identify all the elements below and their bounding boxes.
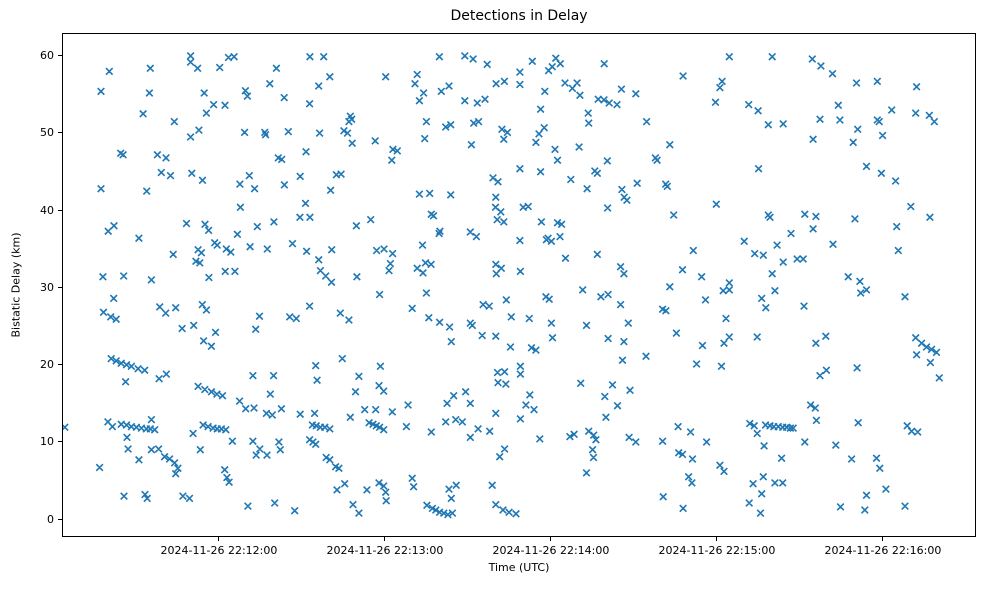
y-tick-label-0: 0 — [47, 512, 54, 526]
x-tick-mark-0 — [218, 537, 220, 541]
y-tick-label-2: 20 — [40, 358, 54, 372]
y-tick-mark-0 — [58, 518, 62, 520]
x-tick-mark-2 — [550, 537, 552, 541]
x-tick-label-0: 2024-11-26 22:12:00 — [160, 544, 278, 557]
x-axis-label: Time (UTC) — [488, 561, 550, 574]
y-tick-label-5: 50 — [40, 126, 54, 140]
plot-area — [62, 33, 976, 537]
x-tick-label-4: 2024-11-26 22:16:00 — [824, 544, 942, 557]
scatter-markers — [63, 52, 944, 519]
scatter-point-markers — [63, 52, 944, 519]
y-tick-label-6: 60 — [40, 49, 54, 63]
x-tick-mark-3 — [716, 537, 718, 541]
x-tick-label-2: 2024-11-26 22:14:00 — [492, 544, 610, 557]
x-tick-mark-4 — [882, 537, 884, 541]
y-tick-mark-4 — [58, 209, 62, 211]
y-tick-mark-1 — [58, 441, 62, 443]
x-tick-mark-1 — [384, 537, 386, 541]
y-tick-mark-3 — [58, 286, 62, 288]
y-tick-mark-6 — [58, 55, 62, 57]
chart-title: Detections in Delay — [450, 8, 588, 24]
y-tick-label-4: 40 — [40, 203, 54, 217]
y-tick-mark-5 — [58, 132, 62, 134]
y-axis-label: Bistatic Delay (km) — [9, 232, 23, 338]
y-tick-label-1: 10 — [40, 435, 54, 449]
y-tick-mark-2 — [58, 364, 62, 366]
y-tick-label-3: 30 — [40, 280, 54, 294]
x-tick-label-1: 2024-11-26 22:13:00 — [326, 544, 444, 557]
x-tick-label-3: 2024-11-26 22:15:00 — [658, 544, 776, 557]
